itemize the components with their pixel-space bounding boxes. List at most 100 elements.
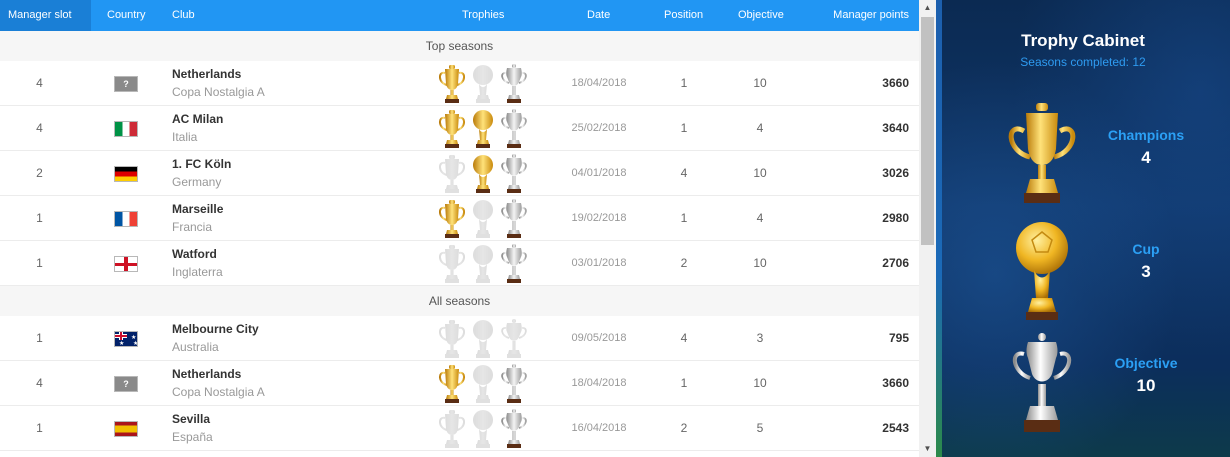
faded-cup-trophy-icon [468, 363, 498, 405]
table-row[interactable]: 2 1. FC Köln Germany [0, 151, 919, 196]
header-club[interactable]: Club [172, 9, 195, 21]
table-row[interactable]: 4 ? Netherlands Copa Nostalgia A [0, 61, 919, 106]
faded-cup-trophy-icon [468, 318, 498, 360]
final-position: 1 [680, 121, 688, 135]
club-league: Francia [172, 220, 213, 234]
seasons-completed: Seasons completed: 12 [1020, 55, 1146, 69]
club-league: Copa Nostalgia A [172, 385, 265, 399]
trophies-cell [437, 318, 529, 360]
objective-value: 10 [753, 376, 767, 390]
club-name[interactable]: Netherlands [172, 367, 242, 381]
manager-slot: 2 [36, 166, 43, 180]
vertical-scrollbar[interactable]: ▲ ▼ [919, 0, 936, 457]
trophies-cell [437, 63, 529, 105]
gold-champions-trophy-icon [437, 63, 467, 105]
season-date: 03/01/2018 [571, 257, 627, 269]
faded-champions-trophy-icon [437, 153, 467, 195]
section-all-seasons: All seasons [0, 286, 919, 317]
gold-champions-trophy-icon [437, 108, 467, 150]
silver-objective-trophy-icon [1013, 333, 1071, 432]
objective-value: 3 [756, 331, 764, 345]
cabinet-count-objective: 10 [1136, 376, 1156, 395]
club-league: Germany [172, 175, 222, 189]
manager-slot: 4 [36, 76, 43, 90]
faded-champions-trophy-icon [437, 243, 467, 285]
club-name[interactable]: Melbourne City [172, 322, 259, 336]
club-name[interactable]: Watford [172, 247, 217, 261]
table-row[interactable]: 4 AC Milan Italia [0, 106, 919, 151]
flag-unknown-label: ? [123, 379, 129, 389]
club-name[interactable]: Sevilla [172, 412, 211, 426]
final-position: 4 [680, 166, 688, 180]
faded-cup-trophy-icon [468, 243, 498, 285]
header-date[interactable]: Date [587, 9, 611, 21]
club-league: Italia [172, 130, 198, 144]
club-league: Inglaterra [172, 265, 223, 279]
final-position: 4 [680, 331, 688, 345]
seasons-table: Manager slot Country Club Trophies Date … [0, 0, 919, 451]
header-manager-points[interactable]: Manager points [833, 9, 909, 21]
manager-points: 3660 [882, 376, 909, 390]
trophies-cell [437, 108, 529, 150]
club-name[interactable]: 1. FC Köln [172, 157, 232, 171]
faded-champions-trophy-icon [437, 318, 467, 360]
scroll-up-arrow-icon[interactable]: ▲ [923, 3, 932, 12]
table-row[interactable]: 1 ★ ★ ★ Melbourne City Australia [0, 316, 919, 361]
country-flag-icon [114, 211, 138, 227]
club-league: España [172, 430, 213, 444]
objective-value: 10 [753, 166, 767, 180]
silver-objective-trophy-icon [499, 198, 529, 240]
header-country[interactable]: Country [107, 9, 146, 21]
silver-objective-trophy-icon [499, 108, 529, 150]
manager-points: 3640 [882, 121, 909, 135]
season-date: 09/05/2018 [571, 332, 627, 344]
cabinet-count-cup: 3 [1141, 262, 1151, 281]
country-flag-icon [114, 421, 138, 437]
final-position: 1 [680, 76, 688, 90]
season-date: 19/02/2018 [571, 212, 627, 224]
final-position: 1 [680, 376, 688, 390]
faded-cup-trophy-icon [468, 198, 498, 240]
scrollbar-thumb[interactable] [921, 17, 934, 245]
trophies-cell [437, 408, 529, 450]
gold-champions-trophy-icon [1008, 103, 1076, 203]
scroll-down-arrow-icon[interactable]: ▼ [923, 444, 932, 453]
manager-slot: 1 [36, 256, 43, 270]
club-name[interactable]: Marseille [172, 202, 224, 216]
objective-value: 5 [756, 421, 764, 435]
manager-points: 3026 [882, 166, 909, 180]
manager-slot: 1 [36, 331, 43, 345]
country-flag-icon: ? [114, 76, 138, 92]
section-top-seasons: Top seasons [0, 31, 919, 62]
silver-objective-trophy-icon [499, 408, 529, 450]
cabinet-title: Trophy Cabinet [1021, 31, 1145, 50]
silver-objective-trophy-icon [499, 363, 529, 405]
manager-slot: 1 [36, 421, 43, 435]
season-date: 18/04/2018 [571, 77, 627, 89]
silver-objective-trophy-icon [499, 243, 529, 285]
country-flag-icon [114, 256, 138, 272]
panel-edge [936, 0, 942, 457]
faded-objective-trophy-icon [499, 318, 529, 360]
header-position[interactable]: Position [664, 9, 704, 21]
header-objective[interactable]: Objective [738, 9, 784, 21]
faded-cup-trophy-icon [468, 63, 498, 105]
table-row[interactable]: 1 Marseille Francia [0, 196, 919, 241]
table-row[interactable]: 1 Watford Inglaterra [0, 241, 919, 286]
header-trophies[interactable]: Trophies [462, 9, 505, 21]
table-row[interactable]: 4 ? Netherlands Copa Nostalgia A [0, 361, 919, 406]
manager-slot: 1 [36, 211, 43, 225]
final-position: 1 [680, 211, 688, 225]
club-name[interactable]: AC Milan [172, 112, 224, 126]
manager-points: 795 [888, 331, 909, 345]
header-manager-slot[interactable]: Manager slot [0, 0, 91, 31]
gold-champions-trophy-icon [437, 363, 467, 405]
club-name[interactable]: Netherlands [172, 67, 242, 81]
manager-points: 2543 [882, 421, 909, 435]
table-row[interactable]: 1 Sevilla España [0, 406, 919, 451]
cabinet-label-cup: Cup [1132, 241, 1160, 257]
final-position: 2 [680, 256, 688, 270]
cabinet-label-objective: Objective [1114, 355, 1178, 371]
trophies-cell [437, 363, 529, 405]
cabinet-label-champions: Champions [1107, 127, 1185, 143]
